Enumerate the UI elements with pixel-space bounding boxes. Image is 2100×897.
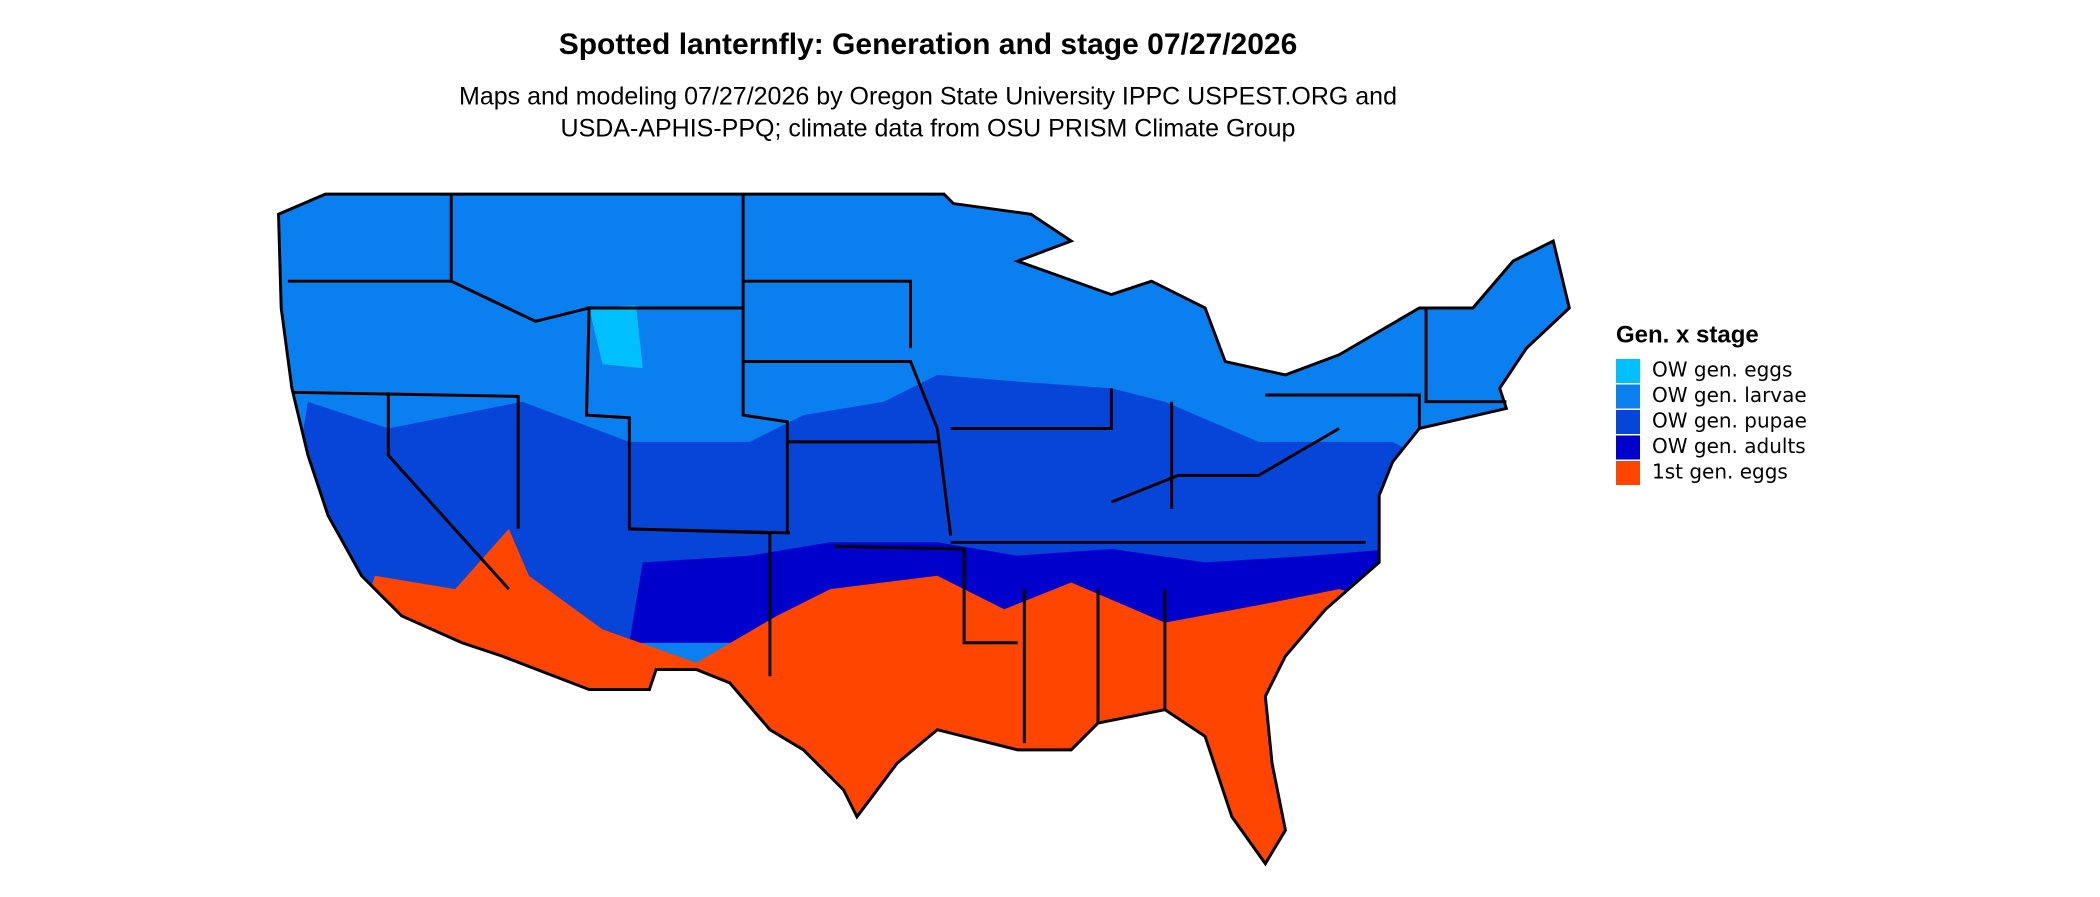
legend-swatch — [1616, 410, 1640, 434]
legend-swatch — [1616, 435, 1640, 460]
legend-title: Gen. x stage — [1616, 321, 1759, 348]
legend-swatch — [1616, 461, 1640, 485]
legend-label: OW gen. eggs — [1652, 358, 1792, 382]
map-subtitle: USDA-APHIS-PPQ; climate data from OSU PR… — [561, 115, 1296, 143]
legend-swatch — [1616, 384, 1640, 409]
region-eggs — [589, 305, 643, 369]
legend-swatch — [1616, 359, 1640, 383]
state-borders — [277, 192, 1571, 867]
legend-label: OW gen. adults — [1652, 434, 1806, 458]
us-map — [277, 192, 1571, 867]
map-title: Spotted lanternfly: Generation and stage… — [559, 28, 1298, 61]
map-subtitle: Maps and modeling 07/27/2026 by Oregon S… — [459, 83, 1397, 111]
legend-label: 1st gen. eggs — [1652, 460, 1788, 484]
legend-label: OW gen. larvae — [1652, 383, 1807, 407]
legend-label: OW gen. pupae — [1652, 409, 1807, 433]
